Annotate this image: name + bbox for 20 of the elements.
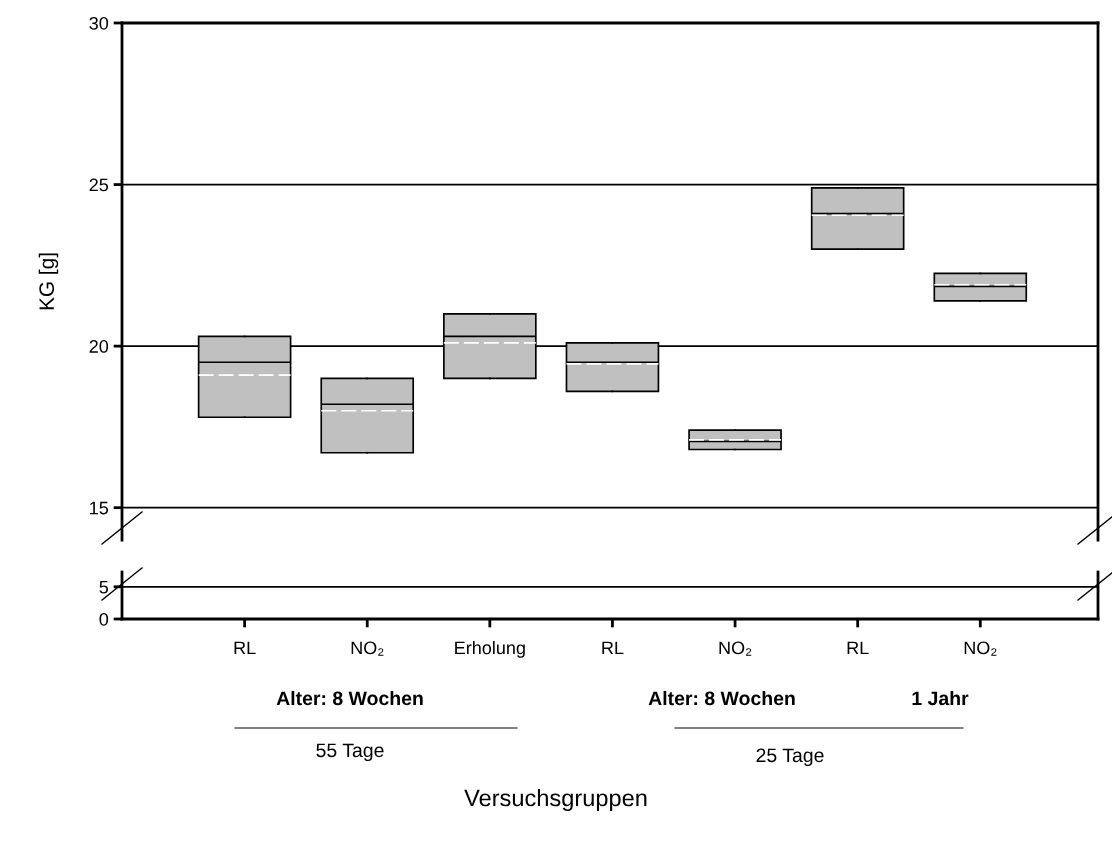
text: 1 Jahr: [912, 690, 969, 706]
y-tick-label: 25: [89, 178, 109, 192]
y-tick-label: 15: [90, 501, 109, 515]
y-tick-label: 20: [89, 340, 109, 353]
y-tick-label: 30: [89, 16, 109, 30]
text: Alter: 8 Wochen: [648, 690, 795, 706]
y-axis-title: KG [g]: [38, 253, 59, 310]
x-tick-label: RL: [847, 641, 869, 655]
text: 55 Tage: [316, 743, 384, 762]
x-tick-label: NO₂: [964, 641, 997, 656]
text: 25 Tage: [756, 748, 824, 767]
text: Alter: 8 Wochen: [276, 690, 423, 706]
y-tick-label: 5: [99, 580, 109, 594]
x-tick-label: NO₂: [719, 641, 752, 656]
y-tick-label: 0: [99, 612, 109, 626]
x-tick-label: RL: [602, 641, 624, 655]
x-tick-label: Erholung: [455, 641, 525, 658]
x-tick-label: RL: [234, 641, 256, 655]
x-axis-title: Versuchsgruppen: [464, 788, 647, 812]
x-tick-label: NO₂: [351, 641, 384, 656]
